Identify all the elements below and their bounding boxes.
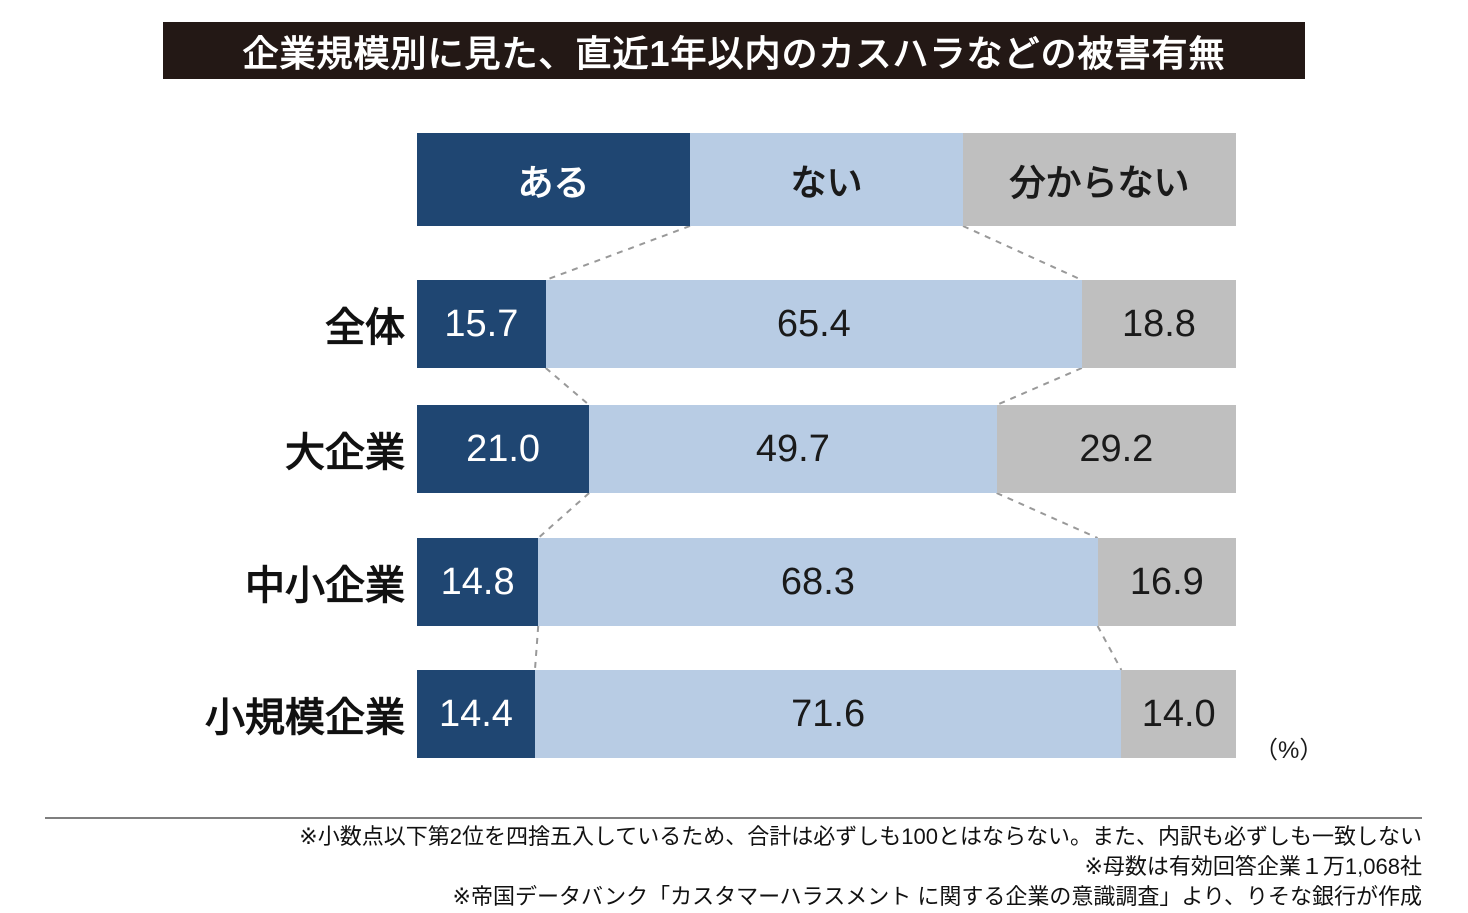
segment-nai: 71.6	[534, 670, 1122, 758]
legend-item-aru: ある	[417, 133, 690, 226]
row-label: 大企業	[285, 431, 405, 475]
unit-label: （%）	[1254, 737, 1324, 764]
stacked-bar: 21.0 49.7 29.2	[417, 405, 1236, 493]
footnote-sample-size: ※母数は有効回答企業１万1,068社	[1084, 854, 1423, 879]
footnote-separator	[45, 817, 1422, 819]
bar-row-daikigyou: 大企業 21.0 49.7 29.2	[0, 405, 1468, 493]
connector-dashed-line	[533, 625, 540, 671]
stacked-bar: 14.4 71.6 14.0	[417, 670, 1236, 758]
segment-wakaranai: 16.9	[1097, 538, 1236, 626]
stacked-bar: 14.8 68.3 16.9	[417, 538, 1236, 626]
connector-dashed-line	[1096, 625, 1123, 671]
segment-nai: 65.4	[545, 280, 1082, 368]
row-label: 中小企業	[245, 564, 405, 608]
stacked-bar: 15.7 65.4 18.8	[417, 280, 1236, 368]
connector-dashed-line	[996, 367, 1083, 406]
bar-row-zentai: 全体 15.7 65.4 18.8	[0, 280, 1468, 368]
footnote-source: ※帝国データバンク「カスタマーハラスメント に関する企業の意識調査」より、りそな…	[452, 884, 1422, 909]
footnotes: ※小数点以下第2位を四捨五入しているため、合計は必ずしも100とはならない。また…	[299, 822, 1422, 912]
bar-row-shoukibokigyou: 小規模企業 14.4 71.6 14.0	[0, 670, 1468, 758]
segment-wakaranai: 14.0	[1121, 670, 1236, 758]
segment-aru: 21.0	[417, 405, 590, 493]
chart-title: 企業規模別に見た、直近1年以内のカスハラなどの被害有無	[242, 32, 1226, 74]
connector-dashed-line	[996, 492, 1099, 539]
connector-dashed-line	[537, 492, 590, 539]
segment-nai: 68.3	[538, 538, 1098, 626]
legend-row: ある ない 分からない	[0, 133, 1468, 226]
footnote-rounding: ※小数点以下第2位を四捨五入しているため、合計は必ずしも100とはならない。また…	[299, 824, 1422, 849]
row-label: 全体	[325, 306, 405, 350]
connector-dashed-line	[962, 225, 1083, 281]
segment-nai: 49.7	[589, 405, 997, 493]
row-label: 小規模企業	[205, 696, 405, 740]
segment-aru: 14.8	[417, 538, 539, 626]
connector-dashed-line	[545, 367, 590, 406]
legend-item-nai: ない	[690, 133, 963, 226]
legend-item-wakaranai: 分からない	[963, 133, 1236, 226]
legend-bar: ある ない 分からない	[417, 133, 1236, 226]
segment-wakaranai: 29.2	[996, 405, 1236, 493]
segment-aru: 14.4	[417, 670, 535, 758]
segment-aru: 15.7	[417, 280, 546, 368]
title-banner: 企業規模別に見た、直近1年以内のカスハラなどの被害有無	[163, 22, 1305, 79]
connector-dashed-line	[545, 225, 691, 281]
segment-wakaranai: 18.8	[1081, 280, 1236, 368]
bar-row-chuushoukigyou: 中小企業 14.8 68.3 16.9	[0, 538, 1468, 626]
